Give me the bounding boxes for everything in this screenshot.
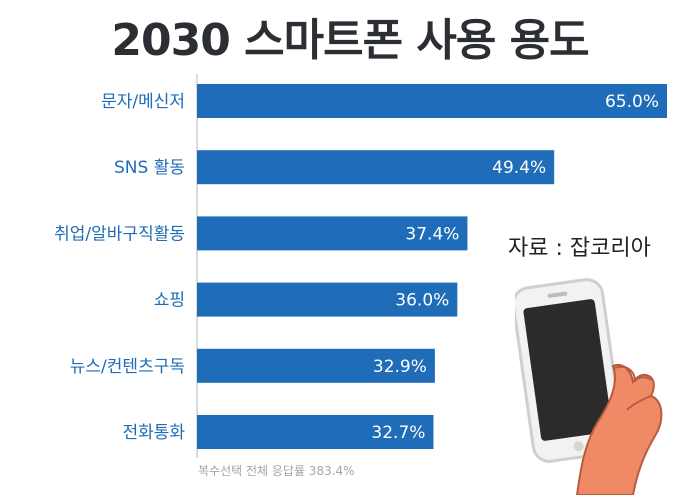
bar (197, 282, 458, 317)
bar (197, 150, 555, 185)
data-label: 49.4% (492, 158, 546, 178)
footnote: 복수선택 전체 응답률 383.4% (198, 464, 355, 478)
category-label: 전화통화 (122, 423, 185, 443)
category-label: 문자/메신저 (101, 92, 185, 112)
category-label: 뉴스/컨텐츠구독 (70, 357, 185, 377)
category-label: SNS 활동 (114, 158, 185, 178)
data-label: 36.0% (395, 291, 449, 311)
data-label: 37.4% (405, 224, 459, 244)
source-label: 자료 : 잡코리아 (508, 236, 651, 261)
bar (197, 216, 468, 251)
data-label: 65.0% (605, 92, 659, 112)
data-label: 32.7% (371, 423, 425, 443)
bar (197, 415, 434, 449)
category-label: 쇼핑 (154, 291, 185, 311)
category-label: 취업/알바구직활동 (54, 224, 185, 244)
bar (197, 348, 435, 383)
smartphone-hand-icon (515, 278, 663, 495)
bar (197, 84, 667, 118)
data-label: 32.9% (373, 357, 427, 377)
page-title: 2030 스마트폰 사용 용도 (111, 15, 589, 66)
